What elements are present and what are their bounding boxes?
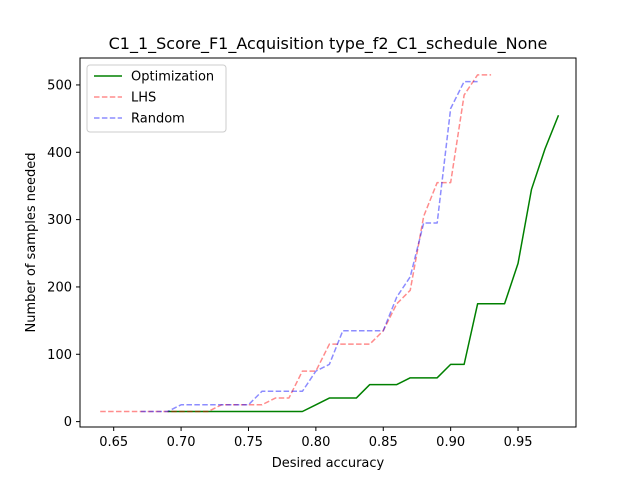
x-tick-label: 0.95 [504, 435, 533, 450]
series-line-optimization [167, 114, 560, 413]
y-tick-label: 200 [47, 280, 72, 295]
x-axis: 0.65 0.70 0.75 0.80 0.85 0.90 0.95 [99, 427, 533, 450]
legend-box [86, 64, 227, 133]
x-tick-label: 0.90 [436, 435, 465, 450]
x-tick-label: 0.75 [234, 435, 263, 450]
legend-label: Random [131, 112, 185, 127]
chart-title: C1_1_Score_F1_Acquisition type_f2_C1_sch… [109, 34, 548, 54]
legend: Optimization LHS Random [86, 64, 227, 133]
plot-frame [79, 57, 577, 428]
x-tick-label: 0.70 [167, 435, 196, 450]
y-axis: 0 100 200 300 400 500 [47, 78, 80, 430]
y-axis-label: Number of samples needed [24, 153, 39, 333]
x-tick-label: 0.65 [99, 435, 128, 450]
y-tick-label: 300 [47, 213, 72, 228]
y-tick-label: 400 [47, 146, 72, 161]
series-line-random [140, 80, 478, 413]
series-line-lhs [100, 74, 492, 413]
x-tick-label: 0.85 [369, 435, 398, 450]
y-tick-label: 100 [47, 348, 72, 363]
y-tick-label: 500 [47, 78, 72, 93]
x-axis-label: Desired accuracy [272, 456, 385, 471]
legend-label: LHS [131, 91, 156, 106]
x-tick-label: 0.80 [301, 435, 330, 450]
legend-label: Optimization [131, 70, 214, 85]
y-tick-label: 0 [64, 415, 72, 430]
